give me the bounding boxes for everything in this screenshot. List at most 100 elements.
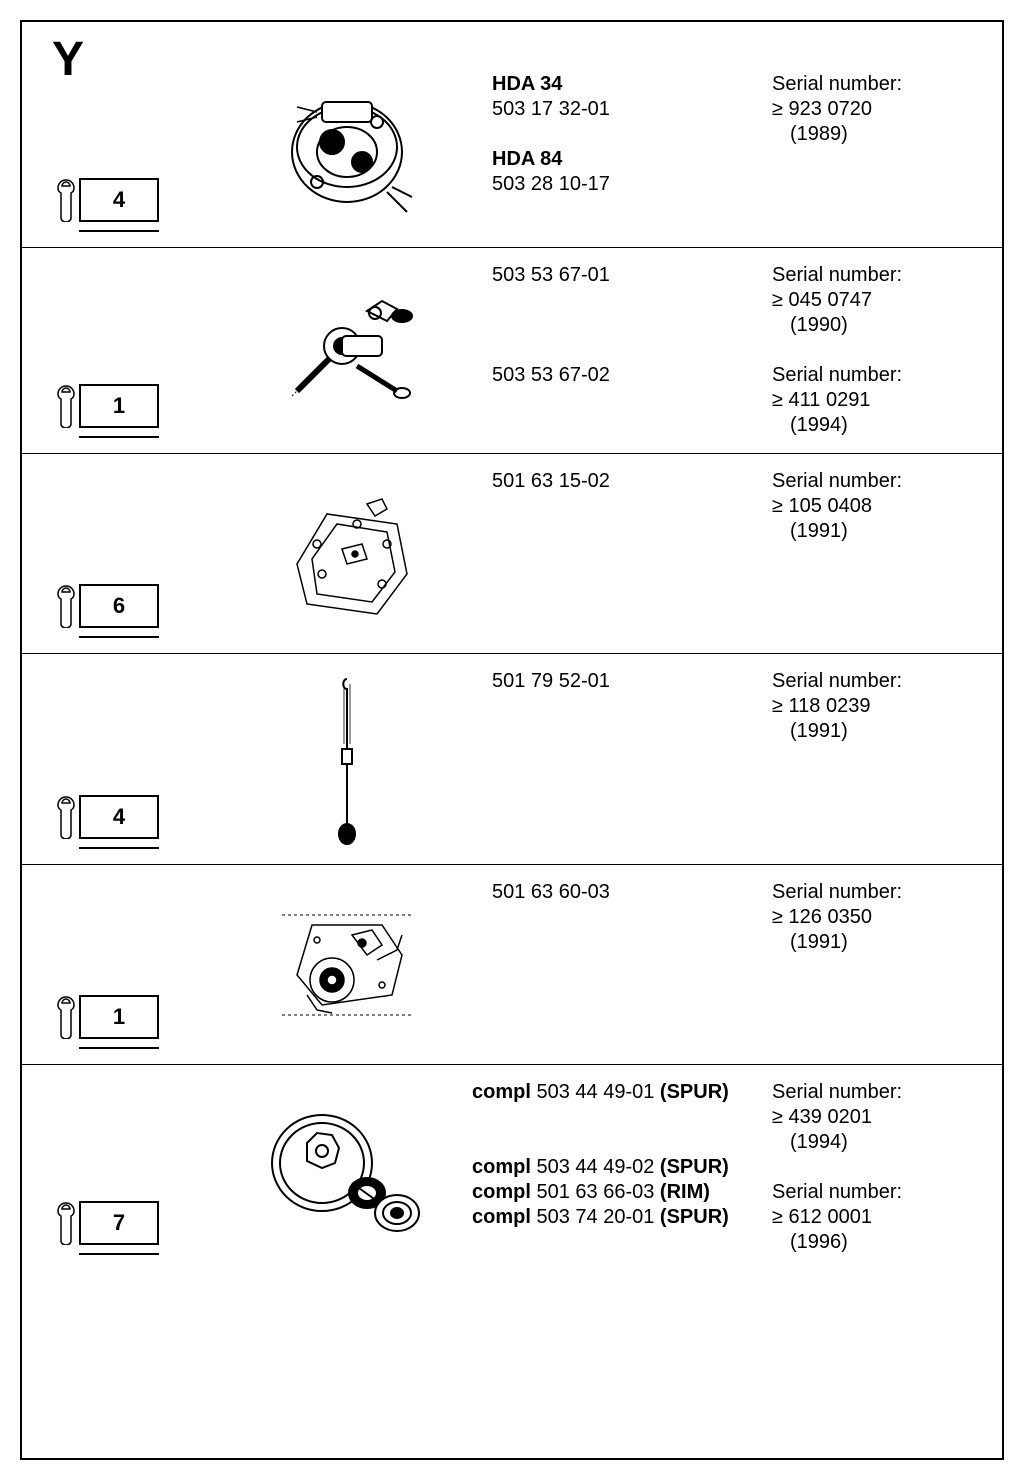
part-numbers-column: 503 53 67-01 503 53 67-02 bbox=[472, 263, 772, 438]
reference-number: 4 bbox=[79, 795, 159, 839]
part-row: 7 com bbox=[22, 1065, 1002, 1270]
reference-number: 6 bbox=[79, 584, 159, 628]
reference-box: 4 bbox=[52, 178, 222, 222]
part-image bbox=[222, 1080, 472, 1255]
reference-box: 1 bbox=[52, 384, 222, 428]
serial-value: ≥ 118 0239 bbox=[772, 694, 982, 719]
part-block: 503 53 67-01 bbox=[492, 263, 772, 288]
part-numbers-column: 501 79 52-01 bbox=[472, 669, 772, 849]
serial-year: (1994) bbox=[772, 413, 982, 438]
part-number: 503 53 67-02 bbox=[492, 363, 772, 388]
part-block: HDA 84 503 28 10-17 bbox=[492, 147, 772, 197]
serial-year: (1996) bbox=[772, 1230, 982, 1255]
compl-number: 501 63 66-03 bbox=[536, 1181, 654, 1203]
serial-label: Serial number: bbox=[772, 72, 982, 97]
reference-column: 1 bbox=[52, 263, 222, 438]
serial-label: Serial number: bbox=[772, 1080, 982, 1105]
serial-label: Serial number: bbox=[772, 1180, 982, 1205]
reference-box: 1 bbox=[52, 995, 222, 1039]
serial-block: Serial number: ≥ 118 0239 (1991) bbox=[772, 669, 982, 744]
compl-prefix: compl bbox=[472, 1156, 531, 1178]
part-row: 1 503 53 67-01 bbox=[22, 248, 1002, 454]
part-numbers-column: compl 503 44 49-01 (SPUR) compl 503 44 4… bbox=[472, 1080, 772, 1255]
parts-page: Y 4 bbox=[20, 20, 1004, 1460]
compl-number: 503 74 20-01 bbox=[536, 1206, 654, 1228]
wrench-icon bbox=[52, 795, 80, 839]
serial-block: Serial number: ≥ 923 0720 (1989) bbox=[772, 72, 982, 147]
serial-block: Serial number: ≥ 439 0201 (1994) bbox=[772, 1080, 982, 1155]
serial-column: Serial number: ≥ 045 0747 (1990) Serial … bbox=[772, 263, 982, 438]
serial-value: ≥ 923 0720 bbox=[772, 97, 982, 122]
part-numbers-column: HDA 34 503 17 32-01 HDA 84 503 28 10-17 bbox=[472, 72, 772, 232]
serial-block: Serial number: ≥ 126 0350 (1991) bbox=[772, 880, 982, 955]
part-image bbox=[222, 880, 472, 1049]
reference-number: 1 bbox=[79, 995, 159, 1039]
reference-number: 1 bbox=[79, 384, 159, 428]
reference-box: 4 bbox=[52, 795, 222, 839]
part-row: 4 HDA 34 bbox=[22, 22, 1002, 248]
serial-value: ≥ 126 0350 bbox=[772, 905, 982, 930]
wrench-icon bbox=[52, 178, 80, 222]
part-number: 503 53 67-01 bbox=[492, 263, 772, 288]
part-block: compl 503 44 49-02 (SPUR) compl 501 63 6… bbox=[472, 1155, 772, 1230]
compl-suffix: (SPUR) bbox=[660, 1156, 729, 1178]
serial-label: Serial number: bbox=[772, 880, 982, 905]
part-block: 501 63 60-03 bbox=[492, 880, 772, 905]
part-number: 501 63 60-03 bbox=[492, 880, 772, 905]
part-image bbox=[222, 469, 472, 638]
serial-value: ≥ 105 0408 bbox=[772, 494, 982, 519]
part-number: 503 17 32-01 bbox=[492, 97, 772, 122]
reference-number: 7 bbox=[79, 1201, 159, 1245]
serial-year: (1989) bbox=[772, 122, 982, 147]
part-number: 501 79 52-01 bbox=[492, 669, 772, 694]
serial-label: Serial number: bbox=[772, 263, 982, 288]
reference-column: 7 bbox=[52, 1080, 222, 1255]
serial-column: Serial number: ≥ 126 0350 (1991) bbox=[772, 880, 982, 1049]
reference-column: 4 bbox=[52, 669, 222, 849]
serial-block: Serial number: ≥ 612 0001 (1996) bbox=[772, 1180, 982, 1255]
page-mark: Y bbox=[52, 32, 84, 87]
serial-block: Serial number: ≥ 411 0291 (1994) bbox=[772, 363, 982, 438]
compl-number: 503 44 49-01 bbox=[536, 1081, 654, 1103]
compl-line: compl 503 74 20-01 (SPUR) bbox=[472, 1205, 772, 1230]
serial-year: (1994) bbox=[772, 1130, 982, 1155]
wrench-icon bbox=[52, 995, 80, 1039]
part-block: HDA 34 503 17 32-01 bbox=[492, 72, 772, 122]
serial-column: Serial number: ≥ 439 0201 (1994) Serial … bbox=[772, 1080, 982, 1255]
reference-column: 4 bbox=[52, 72, 222, 232]
serial-value: ≥ 612 0001 bbox=[772, 1205, 982, 1230]
part-row: 1 bbox=[22, 865, 1002, 1065]
part-number: 503 28 10-17 bbox=[492, 172, 772, 197]
serial-year: (1991) bbox=[772, 930, 982, 955]
part-numbers-column: 501 63 60-03 bbox=[472, 880, 772, 1049]
serial-block: Serial number: ≥ 045 0747 (1990) bbox=[772, 263, 982, 338]
reference-column: 6 bbox=[52, 469, 222, 638]
compl-prefix: compl bbox=[472, 1206, 531, 1228]
compl-line: compl 501 63 66-03 (RIM) bbox=[472, 1180, 772, 1205]
serial-column: Serial number: ≥ 105 0408 (1991) bbox=[772, 469, 982, 638]
part-block: compl 503 44 49-01 (SPUR) bbox=[472, 1080, 772, 1105]
serial-year: (1991) bbox=[772, 519, 982, 544]
serial-year: (1990) bbox=[772, 313, 982, 338]
compl-prefix: compl bbox=[472, 1181, 531, 1203]
serial-label: Serial number: bbox=[772, 669, 982, 694]
reference-number: 4 bbox=[79, 178, 159, 222]
part-title: HDA 34 bbox=[492, 72, 772, 97]
part-numbers-column: 501 63 15-02 bbox=[472, 469, 772, 638]
compl-line: compl 503 44 49-01 (SPUR) bbox=[472, 1080, 772, 1105]
compl-prefix: compl bbox=[472, 1081, 531, 1103]
part-block: 501 79 52-01 bbox=[492, 669, 772, 694]
serial-value: ≥ 439 0201 bbox=[772, 1105, 982, 1130]
wrench-icon bbox=[52, 584, 80, 628]
part-block: 503 53 67-02 bbox=[492, 363, 772, 388]
serial-value: ≥ 411 0291 bbox=[772, 388, 982, 413]
compl-suffix: (SPUR) bbox=[660, 1206, 729, 1228]
serial-block: Serial number: ≥ 105 0408 (1991) bbox=[772, 469, 982, 544]
compl-number: 503 44 49-02 bbox=[536, 1156, 654, 1178]
reference-column: 1 bbox=[52, 880, 222, 1049]
part-image bbox=[222, 669, 472, 849]
part-row: 6 501 63 15-02 bbox=[22, 454, 1002, 654]
part-title: HDA 84 bbox=[492, 147, 772, 172]
serial-label: Serial number: bbox=[772, 363, 982, 388]
part-row: 4 501 79 52-01 Serial number: ≥ bbox=[22, 654, 1002, 865]
